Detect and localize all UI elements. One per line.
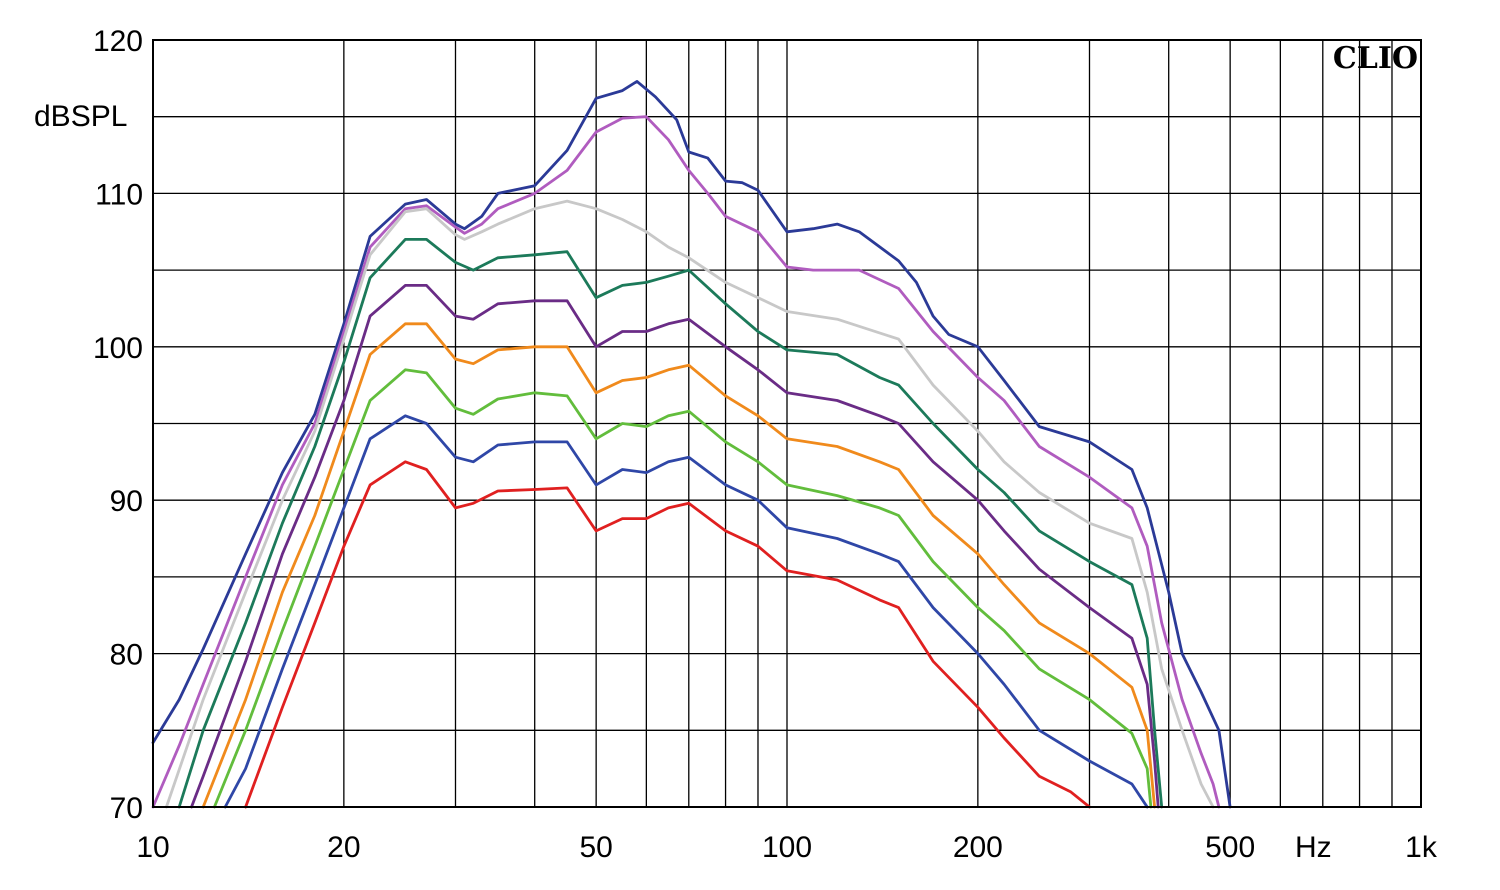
x-tick-label: 50 <box>579 831 612 864</box>
y-tick-label: 110 <box>95 178 143 211</box>
x-tick-label: 10 <box>136 831 169 864</box>
y-tick-label: 90 <box>110 485 143 518</box>
y-tick-label: 120 <box>93 25 143 58</box>
x-axis-unit: Hz <box>1295 831 1332 864</box>
series-line-7 <box>213 368 1153 809</box>
x-tick-label: 100 <box>762 831 812 864</box>
y-tick-label: 70 <box>110 792 143 825</box>
x-tick-label: 1k <box>1405 831 1438 864</box>
series-line-1 <box>151 80 1232 809</box>
series-line-5 <box>190 284 1160 809</box>
x-tick-label: 200 <box>953 831 1003 864</box>
series-line-4 <box>177 238 1164 809</box>
series-line-6 <box>201 322 1156 809</box>
y-tick-label: 100 <box>93 332 143 365</box>
brand-logo: CLIO <box>1333 41 1418 76</box>
series-line-9 <box>244 460 1091 809</box>
y-tick-label: 80 <box>110 639 143 672</box>
x-tick-label: 20 <box>327 831 360 864</box>
series-line-8 <box>223 414 1149 809</box>
series-lines <box>151 80 1232 809</box>
grid-lines <box>153 40 1421 807</box>
y-axis-label: dBSPL <box>34 100 127 133</box>
tick-labels: 10 20 50 100 200 500 1k 120 110 100 90 80 70 <box>93 25 1438 864</box>
series-line-2 <box>151 115 1221 809</box>
x-tick-label: 500 <box>1205 831 1255 864</box>
plot-frame <box>152 39 1422 808</box>
series-line-3 <box>165 199 1215 809</box>
